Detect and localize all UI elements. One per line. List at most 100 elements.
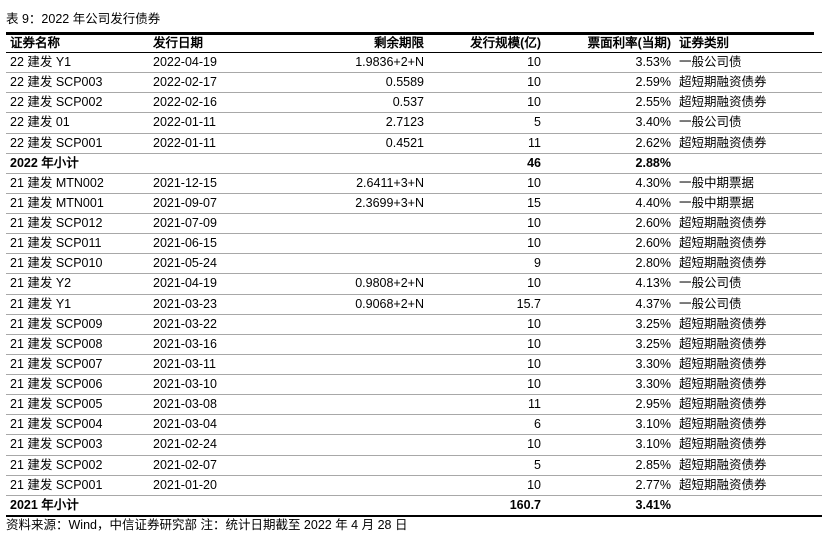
cell-remaining-term	[293, 153, 424, 174]
cell-coupon-rate: 3.30%	[541, 354, 671, 376]
cell-remaining-term: 2.6411+3+N	[293, 173, 424, 194]
cell-security-type: 一般公司债	[671, 294, 822, 315]
cell-coupon-rate: 2.60%	[541, 233, 671, 255]
cell-issue-size: 6	[424, 414, 541, 436]
cell-security-name: 21 建发 SCP010	[6, 253, 149, 275]
cell-security-type: 超短期融资债券	[671, 475, 822, 496]
cell-security-type: 一般公司债	[671, 112, 822, 134]
cell-security-name: 21 建发 SCP006	[6, 374, 149, 396]
cell-issue-size: 10	[424, 334, 541, 355]
subtotal-row: 2021 年小计 160.7 3.41%	[6, 495, 822, 517]
cell-security-type: 超短期融资债券	[671, 253, 822, 275]
cell-coupon-rate: 2.55%	[541, 92, 671, 114]
cell-issue-size: 10	[424, 434, 541, 456]
cell-issue-date: 2021-03-10	[149, 374, 293, 396]
header-security-type: 证券类别	[671, 35, 822, 53]
cell-issue-size: 11	[424, 394, 541, 416]
cell-issue-date: 2021-05-24	[149, 253, 293, 275]
cell-security-name: 22 建发 SCP002	[6, 92, 149, 114]
table-row: 21 建发 Y2 2021-04-19 0.9808+2+N 10 4.13% 一般公司债	[6, 273, 822, 295]
table-row: 21 建发 Y1 2021-03-23 0.9068+2+N 15.7 4.37% 一般公…	[6, 294, 822, 315]
table-row: 22 建发 SCP001 2022-01-11 0.4521 11 2.62% 超短期融资…	[6, 133, 822, 154]
cell-issue-date: 2021-03-22	[149, 314, 293, 335]
cell-security-type: 超短期融资债券	[671, 233, 822, 255]
cell-security-name: 21 建发 SCP008	[6, 334, 149, 355]
cell-security-name: 21 建发 SCP003	[6, 434, 149, 456]
cell-security-name: 21 建发 SCP012	[6, 213, 149, 235]
cell-security-name: 21 建发 SCP007	[6, 354, 149, 376]
cell-coupon-rate: 3.25%	[541, 334, 671, 355]
cell-security-name: 21 建发 MTN001	[6, 193, 149, 215]
table-header-row: 证券名称 发行日期 剩余期限 发行规模(亿) 票面利率(当期) 证券类别	[6, 35, 822, 53]
cell-issue-date: 2021-06-15	[149, 233, 293, 255]
bond-issuance-table: 证券名称 发行日期 剩余期限 发行规模(亿) 票面利率(当期) 证券类别 22 …	[6, 35, 822, 517]
cell-remaining-term	[293, 434, 424, 456]
cell-coupon-rate: 3.41%	[541, 495, 671, 517]
cell-coupon-rate: 3.25%	[541, 314, 671, 335]
cell-issue-date: 2022-01-11	[149, 112, 293, 134]
cell-security-name: 2021 年小计	[6, 495, 149, 517]
cell-security-name: 2022 年小计	[6, 153, 149, 174]
cell-issue-size: 11	[424, 133, 541, 154]
cell-remaining-term: 0.5589	[293, 72, 424, 94]
cell-remaining-term	[293, 455, 424, 476]
cell-security-name: 21 建发 SCP004	[6, 414, 149, 436]
cell-security-type: 超短期融资债券	[671, 394, 822, 416]
cell-remaining-term	[293, 475, 424, 496]
cell-issue-size: 10	[424, 173, 541, 194]
cell-coupon-rate: 4.40%	[541, 193, 671, 215]
cell-issue-date	[149, 495, 293, 517]
cell-remaining-term: 0.537	[293, 92, 424, 114]
cell-remaining-term	[293, 495, 424, 517]
cell-security-type: 一般中期票据	[671, 193, 822, 215]
cell-security-type: 超短期融资债券	[671, 414, 822, 436]
cell-coupon-rate: 2.88%	[541, 153, 671, 174]
table-body: 22 建发 Y1 2022-04-19 1.9836+2+N 10 3.53% 一般公司债…	[6, 52, 822, 517]
cell-security-name: 21 建发 Y2	[6, 273, 149, 295]
cell-security-type: 超短期融资债券	[671, 455, 822, 476]
cell-issue-date: 2021-03-11	[149, 354, 293, 376]
cell-remaining-term	[293, 253, 424, 275]
header-issue-size: 发行规模(亿)	[424, 35, 541, 53]
cell-coupon-rate: 2.85%	[541, 455, 671, 476]
cell-issue-size: 9	[424, 253, 541, 275]
cell-issue-size: 10	[424, 52, 541, 74]
cell-issue-date: 2021-09-07	[149, 193, 293, 215]
cell-coupon-rate: 3.10%	[541, 414, 671, 436]
table-row: 21 建发 MTN001 2021-09-07 2.3699+3+N 15 4.40% 一…	[6, 193, 822, 215]
cell-coupon-rate: 3.53%	[541, 52, 671, 74]
table-row: 21 建发 SCP003 2021-02-24 10 3.10% 超短期融资债券	[6, 434, 822, 456]
cell-issue-size: 10	[424, 233, 541, 255]
header-security-name: 证券名称	[6, 35, 149, 53]
cell-remaining-term	[293, 213, 424, 235]
table-row: 21 建发 SCP002 2021-02-07 5 2.85% 超短期融资债券	[6, 455, 822, 476]
cell-issue-size: 10	[424, 354, 541, 376]
cell-remaining-term	[293, 394, 424, 416]
table-row: 22 建发 Y1 2022-04-19 1.9836+2+N 10 3.53% 一般公司债	[6, 52, 822, 74]
cell-security-type: 超短期融资债券	[671, 434, 822, 456]
table-row: 22 建发 01 2022-01-11 2.7123 5 3.40% 一般公司债	[6, 112, 822, 134]
cell-issue-date: 2021-03-04	[149, 414, 293, 436]
cell-security-name: 22 建发 01	[6, 112, 149, 134]
cell-security-type: 超短期融资债券	[671, 334, 822, 355]
cell-issue-size: 5	[424, 455, 541, 476]
cell-issue-date: 2021-04-19	[149, 273, 293, 295]
cell-remaining-term: 0.4521	[293, 133, 424, 154]
cell-security-name: 21 建发 MTN002	[6, 173, 149, 194]
cell-issue-date: 2021-01-20	[149, 475, 293, 496]
cell-security-name: 21 建发 SCP002	[6, 455, 149, 476]
cell-coupon-rate: 2.77%	[541, 475, 671, 496]
table-top-rule	[6, 32, 814, 35]
cell-coupon-rate: 3.30%	[541, 374, 671, 396]
cell-security-type: 一般中期票据	[671, 173, 822, 194]
table-row: 22 建发 SCP002 2022-02-16 0.537 10 2.55% 超短期融资债…	[6, 92, 822, 114]
cell-coupon-rate: 2.95%	[541, 394, 671, 416]
cell-issue-date: 2022-04-19	[149, 52, 293, 74]
cell-security-type	[671, 495, 822, 517]
cell-issue-date: 2021-12-15	[149, 173, 293, 194]
table-row: 21 建发 SCP005 2021-03-08 11 2.95% 超短期融资债券	[6, 394, 822, 416]
cell-remaining-term	[293, 354, 424, 376]
cell-coupon-rate: 2.59%	[541, 72, 671, 94]
cell-coupon-rate: 2.62%	[541, 133, 671, 154]
